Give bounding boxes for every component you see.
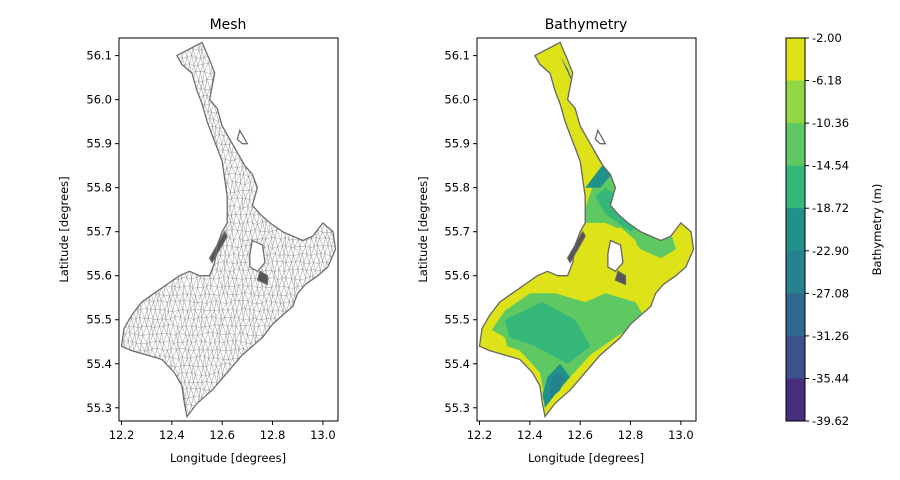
colorbar-frame	[785, 37, 806, 422]
mesh-y-ticks: 55.3 55.4 55.5 55.6 55.7 55.8 55.9 56.0 56.1	[86, 49, 119, 415]
mesh-x-tick-label: 12.8	[260, 428, 286, 442]
mesh-x-tick-label: 13.0	[310, 428, 336, 442]
bathymetry-y-tick-label: 56.0	[444, 93, 470, 107]
colorbar-band	[786, 80, 805, 124]
colorbar-band	[786, 208, 805, 252]
colorbar-tick-label: -10.36	[812, 116, 849, 130]
bathymetry-shallow-base	[479, 42, 694, 417]
colorbar-bands	[786, 38, 805, 422]
bathymetry-island-sliver	[614, 270, 627, 286]
colorbar-band	[786, 165, 805, 209]
bathymetry-axes-frame	[476, 37, 697, 422]
mesh-y-tick-label: 55.8	[86, 181, 112, 195]
bathymetry-depth-region	[504, 302, 591, 364]
colorbar-tick-label: -18.72	[812, 201, 849, 215]
bathymetry-y-tick-label: 56.1	[444, 49, 470, 63]
bathymetry-island	[594, 128, 607, 145]
bathymetry-field	[479, 42, 694, 417]
colorbar-band	[786, 378, 805, 422]
mesh-x-ticks: 12.2 12.4 12.6 12.8 13.0	[109, 421, 336, 442]
colorbar-tick-label: -35.44	[812, 371, 849, 385]
bathymetry-depth-region	[550, 372, 566, 399]
mesh-x-tick-label: 12.2	[109, 428, 135, 442]
mesh-y-tick-label: 55.4	[86, 357, 112, 371]
bathymetry-panel: Bathymetry 12.2 12.4 12.6 12.8 13.0 55.3 55.4…	[416, 17, 697, 465]
bathymetry-y-tick-label: 55.5	[444, 313, 470, 327]
mesh-plot-area	[120, 41, 337, 419]
colorbar-band	[786, 250, 805, 294]
bathymetry-x-tick-label: 12.8	[618, 428, 644, 442]
mesh-y-tick-label: 55.3	[86, 401, 112, 415]
mesh-island-sliver	[208, 230, 228, 264]
mesh-x-tick-label: 12.4	[159, 428, 185, 442]
bathymetry-shallow-region	[605, 227, 644, 267]
bathymetry-island-sliver	[566, 230, 586, 264]
bathymetry-x-tick-label: 12.4	[517, 428, 543, 442]
bathymetry-x-tick-label: 12.6	[567, 428, 593, 442]
colorbar-tick-label: -39.62	[812, 414, 849, 428]
mesh-y-tick-label: 55.5	[86, 313, 112, 327]
bathymetry-title: Bathymetry	[545, 17, 628, 33]
colorbar-band	[786, 293, 805, 337]
colorbar-tick-label: -27.08	[812, 286, 849, 300]
colorbar-tick-label: -6.18	[812, 74, 842, 88]
mesh-y-tick-label: 55.7	[86, 225, 112, 239]
mesh-domain-fill	[121, 42, 336, 417]
bathymetry-x-ticks: 12.2 12.4 12.6 12.8 13.0	[467, 421, 694, 442]
mesh-x-tick-label: 12.6	[209, 428, 235, 442]
colorbar: -2.00 -6.18 -10.36 -14.54 -18.72 -22.90 -27.08…	[785, 31, 884, 428]
mesh-y-tick-label: 55.6	[86, 269, 112, 283]
bathymetry-y-tick-label: 55.8	[444, 181, 470, 195]
bathymetry-y-tick-label: 55.3	[444, 401, 470, 415]
mesh-island-sliver	[256, 270, 269, 286]
bathymetry-shallow-region	[479, 328, 510, 355]
bathymetry-plot-area	[478, 41, 695, 419]
mesh-x-label: Longitude [degrees]	[170, 451, 286, 465]
colorbar-tick-label: -22.90	[812, 244, 849, 258]
colorbar-tick-label: -2.00	[812, 31, 842, 45]
mesh-panel: Mesh 12.2 12.4 12.6 12.8 13.0 55.355.455.555…	[57, 17, 339, 465]
bathymetry-y-ticks: 55.3 55.4 55.5 55.6 55.7 55.8 55.9 56.0 56.1	[444, 49, 477, 415]
mesh-title: Mesh	[210, 17, 247, 33]
bathymetry-y-label: Latitude [degrees]	[416, 176, 430, 282]
bathymetry-x-tick-label: 13.0	[668, 428, 694, 442]
colorbar-label: Bathymetry (m)	[870, 184, 884, 276]
bathymetry-x-label: Longitude [degrees]	[528, 451, 644, 465]
bathymetry-y-tick-label: 55.4	[444, 357, 470, 371]
colorbar-band	[786, 123, 805, 167]
bathymetry-y-tick-label: 55.9	[444, 137, 470, 151]
mesh-island	[249, 239, 266, 273]
mesh-y-label: Latitude [degrees]	[57, 176, 71, 282]
mesh-island	[236, 128, 249, 145]
bathymetry-coastline	[478, 41, 695, 419]
colorbar-band	[786, 38, 805, 82]
colorbar-ticks: -2.00 -6.18 -10.36 -14.54 -18.72 -22.90 -27.08…	[805, 31, 849, 428]
bathymetry-shallow-region	[650, 271, 671, 294]
colorbar-tick-label: -14.54	[812, 159, 849, 173]
bathymetry-x-tick-label: 12.2	[467, 428, 493, 442]
colorbar-band	[786, 335, 805, 379]
bathymetry-y-tick-label: 55.6	[444, 269, 470, 283]
mesh-axes-frame	[118, 37, 339, 422]
bathymetry-shallow-region	[534, 51, 555, 65]
colorbar-tick-label: -31.26	[812, 329, 849, 343]
mesh-y-tick-label: 56.1	[86, 49, 112, 63]
bathymetry-island	[607, 239, 624, 273]
mesh-y-tick-label: 55.9	[86, 137, 112, 151]
mesh-coastline	[120, 41, 337, 419]
mesh-y-tick-label: 56.0	[86, 93, 112, 107]
bathymetry-y-tick-label: 55.7	[444, 225, 470, 239]
